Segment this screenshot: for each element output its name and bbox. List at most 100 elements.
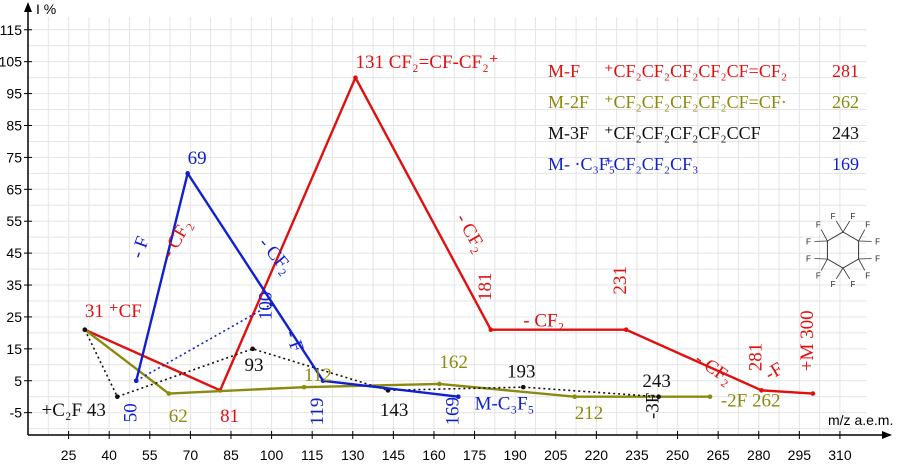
fluorine-atom: F [875,238,880,247]
x-tick-label: 25 [61,447,77,463]
x-tick-label: 295 [788,447,812,463]
annotation-label: 212 [575,403,604,424]
annotation-label: 69 [188,148,207,169]
x-axis-arrow [882,431,892,439]
x-tick-label: 190 [503,447,527,463]
annotation-label: 100 [256,292,277,321]
x-tick-label: 130 [341,447,365,463]
annotation-label: 119 [307,398,328,426]
series-point-2 [520,384,526,390]
series-layer [82,75,816,400]
cf-bond [858,229,866,242]
x-tick-label: 160 [422,447,446,463]
x-tick-label: 310 [828,447,852,463]
x-tick-label: 85 [223,447,239,463]
annotation-label: 62 [169,406,188,427]
series-point-0 [488,327,494,333]
annotation-label: 162 [439,352,468,373]
series-point-0 [759,388,764,393]
cf-bond [820,258,828,271]
y-tick-label: 115 [0,22,22,38]
x-tick-label: 40 [101,447,117,463]
series-point-0 [353,75,358,80]
cf-bond [820,229,828,242]
series-point-4 [269,301,274,307]
series-point-2 [82,327,88,333]
series-point-2 [656,394,661,400]
y-tick-label: 35 [6,277,22,293]
x-tick-label: 250 [666,447,690,463]
series-line-3 [135,172,459,398]
fluorine-atom: F [865,220,870,229]
y-tick-label: 15 [6,341,22,357]
series-point-0 [810,391,816,396]
fluorine-atom: F [806,238,811,247]
annotation-label: 93 [245,355,264,376]
legend-mass: 243 [832,123,859,143]
series-point-3 [456,394,461,400]
series-point-1 [301,384,307,390]
annotation-label: 231 [610,266,631,295]
x-tick-label: 70 [183,447,199,463]
series-point-3 [185,171,190,176]
x-tick-label: 175 [463,447,487,463]
series-point-1 [707,394,713,400]
series-point-1 [572,394,578,400]
fluorine-atom: F [806,254,811,263]
annotation-label: 31 ⁺CF [85,301,142,322]
x-tick-label: 100 [260,447,284,463]
series-line-4 [135,303,272,382]
legend-ion: ⁺CF₂CF₂CF₂CF₂CF=CF· [604,92,787,112]
axes: 25 40 55 70 85 100 115 130 145 160 175 190 205 220 235… [0,1,893,463]
y-tick-label: 55 [6,213,22,229]
fluorine-atom: F [865,272,870,281]
annotation-label: - CF₂ [523,311,564,332]
grid [27,17,867,435]
annotation-label: +M 300 [797,310,818,371]
annotation-label: - CF₂ [254,233,296,278]
x-tick-label: 205 [544,447,568,463]
annotation-label: +C₂F 43 [42,400,106,421]
legend-ion: ⁺CF₂CF₂CF₃ [604,154,698,174]
annotations-layer: 131 CF₂=CF-CF₂⁺ 31 ⁺CF 69 100 50 119 169 M-C₃F₅… [42,52,818,427]
annotation-label: 281 [745,343,766,372]
legend-name: M-2F [548,92,589,112]
y-tick-label: 95 [6,86,22,102]
cf-bond [858,258,866,271]
series-point-2 [250,346,255,352]
series-point-1 [437,381,442,387]
x-tick-label: 280 [747,447,771,463]
legend: M-F ⁺CF₂CF₂CF₂CF₂CF=CF₂ 281 M-2F ⁺CF₂CF₂CF₂C… [548,61,859,174]
y-tick-label: 85 [6,117,22,133]
legend-ion: ⁺CF₂CF₂CF₂CF₂CF=CF₂ [604,61,787,81]
series-point-4 [133,378,139,384]
annotation-label: 243 [642,371,671,392]
legend-mass: 262 [832,92,859,112]
legend-mass: 169 [832,154,859,174]
y-tick-label: 5 [14,373,22,389]
fluorine-atom: F [831,212,836,221]
y-axis-label: I % [36,1,56,17]
cf-bond [842,220,851,233]
y-tick-label: 45 [6,245,22,261]
annotation-label: M-C₃F₅ [475,393,535,414]
y-tick-label: -5 [10,405,23,421]
annotation-label: -3F [643,393,664,419]
series-point-3 [320,378,326,384]
legend-ion: ⁺CF₂CF₂CF₂CF₂CCF [604,123,761,143]
annotation-label: 81 [220,406,239,427]
x-tick-label: 145 [382,447,406,463]
annotation-label: 50 [120,403,141,422]
x-tick-label: 235 [625,447,649,463]
cf-bond [835,267,844,280]
x-tick-label: 220 [585,447,609,463]
fluorine-atom: F [816,220,821,229]
annotation-label: 169 [442,397,463,426]
annotation-label: 181 [475,272,496,301]
y-tick-label: 105 [0,54,22,70]
legend-name: M-3F [548,123,589,143]
x-tick-label: 115 [301,447,324,463]
fluorine-atom: F [831,280,836,289]
